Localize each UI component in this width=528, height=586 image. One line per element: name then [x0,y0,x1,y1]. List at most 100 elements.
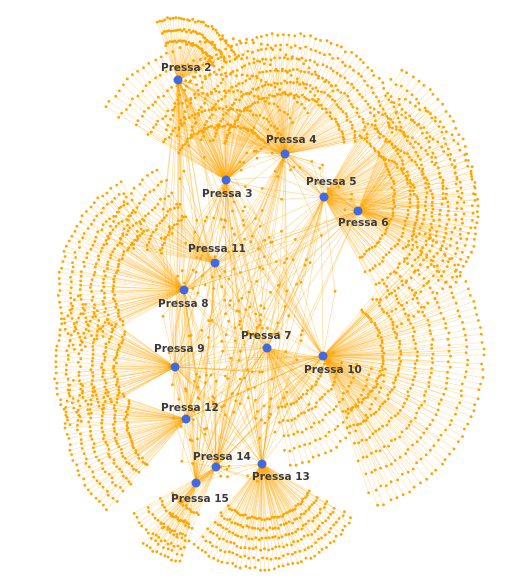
hub-node[interactable] [191,478,201,488]
leaf-node [146,506,150,509]
leaf-node [101,281,105,285]
edge [322,301,474,357]
hub-node[interactable] [170,362,180,372]
edge [357,210,432,228]
edge [182,145,227,181]
leaf-node [85,256,89,259]
hub-node[interactable] [173,75,183,85]
leaf-node [166,542,170,546]
edge [204,124,286,155]
leaf-node [320,107,324,110]
hub-node[interactable] [181,414,191,424]
leaf-node [285,257,289,261]
leaf-node [285,402,289,406]
leaf-node [315,100,319,104]
leaf-node [390,159,394,163]
hub-node[interactable] [262,343,272,353]
leaf-node [239,41,243,45]
hub-node[interactable] [280,149,290,159]
leaf-node [246,396,250,399]
leaf-node [455,241,459,245]
leaf-node [207,40,210,43]
leaf-node [82,477,86,481]
edge [183,289,186,389]
hub-node[interactable] [319,192,329,202]
leaf-node [273,81,276,85]
leaf-node [241,513,245,517]
edge [164,466,217,508]
leaf-node [236,534,240,538]
edge [262,71,286,155]
leaf-node [384,228,388,232]
edge [323,114,383,198]
leaf-node [261,138,265,142]
leaf-node [167,136,171,139]
hub-node[interactable] [257,459,267,469]
leaf-node [436,408,440,412]
leaf-node [444,428,447,432]
leaf-node [393,414,397,418]
leaf-node [122,192,126,196]
leaf-node [400,430,404,434]
leaf-node [220,405,224,409]
edge [67,366,176,421]
leaf-node [359,422,363,426]
leaf-node [163,18,167,22]
leaf-node [135,515,139,519]
edge [177,55,208,81]
edge [322,350,450,357]
leaf-node [252,556,256,560]
edge [152,482,197,534]
leaf-node [408,101,412,104]
leaf-node [57,270,61,274]
edge [195,334,272,484]
leaf-node [403,133,406,137]
leaf-node [446,147,450,151]
leaf-node [415,218,419,222]
edge [183,289,237,312]
edge [322,355,483,370]
edge [323,196,476,201]
hub-node[interactable] [221,175,231,185]
leaf-node [266,96,269,100]
leaf-node [260,187,264,190]
leaf-node [316,89,320,93]
leaf-node [185,506,189,510]
leaf-node [218,90,221,94]
hub-node[interactable] [210,258,220,268]
leaf-node [183,534,187,537]
edge [322,275,461,357]
edge [177,32,218,81]
hub-node[interactable] [353,206,363,216]
leaf-node [373,127,377,131]
hub-node[interactable] [318,351,328,361]
leaf-node [410,93,414,97]
edge [95,266,185,291]
leaf-node [332,408,336,411]
leaf-node [236,392,240,396]
leaf-node [462,212,466,216]
leaf-node [427,380,431,384]
hub-node[interactable] [211,462,221,472]
edge [174,366,253,373]
edge [284,51,346,155]
leaf-node [382,503,385,507]
edge [244,377,263,465]
leaf-node [264,57,268,61]
leaf-node [268,63,272,67]
edge [284,196,325,263]
leaf-node [472,409,476,413]
hub-node[interactable] [179,285,189,295]
edge [357,159,386,212]
leaf-node [88,319,92,323]
leaf-node [374,449,378,453]
leaf-node [112,426,116,430]
edge [206,262,216,376]
edge [177,51,222,81]
leaf-node [427,140,431,144]
hub-pressa-3[interactable]: Pressa 3 [202,175,253,201]
leaf-node [251,50,255,54]
leaf-node [77,240,81,244]
leaf-node [229,106,233,110]
leaf-node [204,550,207,554]
